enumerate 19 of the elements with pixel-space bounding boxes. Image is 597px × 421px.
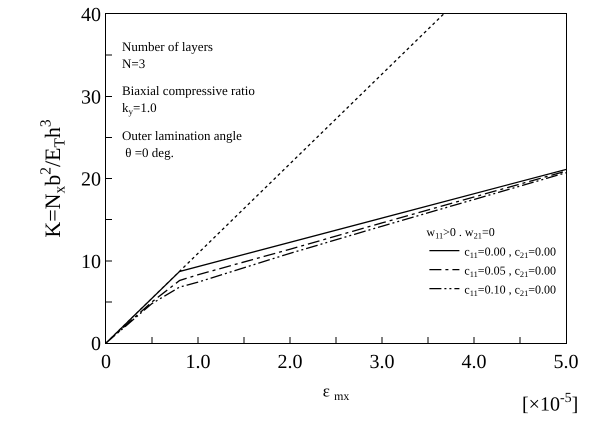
x-axis-title: ε $_{mx}$ [322, 381, 350, 403]
legend-title: w$_{11}$>0 . w$_{21}$=0 [426, 225, 495, 241]
legend-label: c$_{11}$=0.00 , c$_{21}$=0.00 [464, 244, 556, 260]
y-tick-label: 30 [81, 86, 101, 108]
x-tick-label: 1.0 [186, 351, 210, 373]
annotation: Biaxial compressive ratio k$_{y}$=1.0 [122, 83, 255, 117]
text: [×10$^{-5}$] [522, 391, 578, 416]
annotation: Number of layers N=3 [122, 39, 213, 71]
y-tick-label: 0 [91, 333, 101, 355]
legend-label: c$_{11}$=0.10 , c$_{21}$=0.00 [464, 282, 556, 298]
legend-label: c$_{11}$=0.05 , c$_{21}$=0.00 [464, 263, 556, 279]
x-tick-label: 3.0 [370, 351, 394, 373]
x-tick-label: 2.0 [278, 351, 302, 373]
x-tick-label: 4.0 [462, 351, 486, 373]
y-tick-label: 10 [81, 250, 101, 273]
y-tick-label: 20 [81, 168, 101, 190]
annotation: Outer lamination angle θ =0 deg. [122, 128, 242, 160]
x-tick-label: 5.0 [554, 351, 578, 373]
y-tick-label: 40 [81, 4, 101, 26]
